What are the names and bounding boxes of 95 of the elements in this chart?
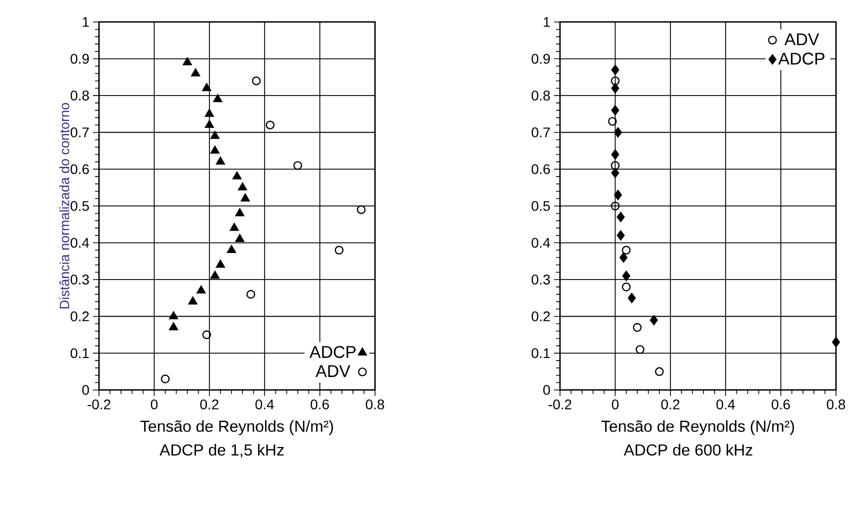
y-tick-label: 1 — [82, 17, 89, 27]
y-tick-label: 0.4 — [532, 238, 550, 248]
point — [230, 222, 239, 231]
point — [202, 83, 212, 92]
point — [213, 94, 222, 102]
point — [188, 296, 198, 305]
point — [210, 146, 220, 154]
point — [210, 270, 220, 279]
point — [614, 127, 622, 138]
point — [216, 260, 225, 268]
x-axis-title: Tensão de Reynolds (N/m²) — [601, 420, 794, 436]
y-axis-title: Distância normalizada do contorno — [59, 103, 70, 308]
point — [611, 149, 620, 160]
x-tick-label: 0.6 — [310, 399, 329, 410]
point — [334, 246, 344, 255]
x-tick-label: -0.2 — [548, 399, 572, 410]
legend-label: ADCP — [778, 52, 824, 65]
legend-label: ADV — [316, 365, 350, 377]
y-tick-label: 0.7 — [532, 127, 550, 138]
point — [252, 76, 261, 86]
point — [266, 120, 275, 130]
point — [614, 190, 622, 200]
x-tick-label: 0.2 — [661, 399, 680, 410]
point — [636, 345, 644, 354]
y-tick-label: 1 — [544, 17, 550, 27]
point — [622, 246, 631, 255]
legend-label: ADV — [784, 34, 820, 46]
point — [608, 116, 617, 126]
point — [611, 168, 620, 178]
point — [169, 311, 178, 320]
x-axis-title: Tensão de Reynolds (N/m²) — [140, 420, 333, 436]
point — [240, 194, 250, 202]
y-tick-label: 0.2 — [532, 311, 550, 322]
y-tick-label: 0.1 — [532, 348, 550, 358]
y-tick-label: 0.8 — [532, 90, 550, 101]
point — [611, 83, 620, 94]
point — [238, 182, 248, 190]
point — [620, 252, 628, 263]
point — [622, 282, 631, 292]
text: ADCP de 600 kHz — [624, 444, 752, 456]
point — [204, 108, 214, 117]
point — [610, 202, 620, 210]
y-tick-label: 0 — [82, 385, 89, 395]
point — [169, 322, 178, 330]
x-tick-label: 0 — [612, 399, 619, 410]
y-tick-label: 0.8 — [70, 90, 89, 101]
y-tick-label: 0.9 — [532, 54, 550, 64]
point — [611, 64, 620, 75]
y-tick-label: 0.6 — [532, 164, 550, 174]
point — [654, 367, 664, 376]
point — [616, 212, 625, 222]
point — [204, 120, 214, 128]
y-tick-label: 0.2 — [70, 311, 89, 322]
point — [202, 330, 212, 340]
point — [611, 105, 620, 116]
point — [610, 76, 620, 86]
point — [210, 130, 220, 139]
point — [196, 286, 206, 294]
x-tick-label: 0.4 — [255, 399, 274, 410]
point — [628, 292, 636, 304]
y-tick-label: 0 — [543, 385, 550, 395]
point — [226, 245, 236, 253]
point — [616, 230, 625, 241]
y-tick-label: 0.5 — [532, 201, 550, 211]
point — [246, 290, 256, 299]
x-tick-label: 0 — [150, 399, 158, 410]
point — [191, 68, 200, 76]
y-tick-label: 0.7 — [70, 127, 89, 138]
point — [356, 205, 366, 214]
y-tick-label: 0.4 — [70, 238, 90, 248]
x-tick-label: -0.2 — [88, 399, 110, 410]
legend-label: ADCP — [309, 346, 356, 358]
point — [293, 161, 302, 170]
x-tick-label: 0.2 — [200, 399, 218, 410]
point — [622, 270, 630, 282]
y-tick-label: 0.1 — [70, 348, 89, 358]
point — [632, 323, 642, 332]
point — [650, 314, 658, 326]
y-tick-label: 0.6 — [70, 164, 89, 174]
y-tick-label: 0.9 — [70, 54, 89, 64]
text: ADCP de 1,5 kHz — [160, 444, 284, 458]
point — [182, 57, 192, 66]
point — [235, 208, 244, 216]
x-tick-label: 0.4 — [716, 399, 735, 410]
y-tick-label: 0.3 — [70, 274, 89, 285]
y-tick-label: 0.5 — [70, 201, 89, 211]
point — [216, 156, 225, 165]
x-tick-label: 0.8 — [366, 399, 384, 410]
x-tick-label: 0.6 — [772, 399, 790, 410]
point — [235, 234, 244, 242]
point — [160, 374, 170, 384]
y-tick-label: 0.3 — [532, 274, 550, 285]
point — [232, 171, 242, 180]
x-tick-label: 0.8 — [826, 399, 846, 410]
point — [610, 161, 620, 170]
